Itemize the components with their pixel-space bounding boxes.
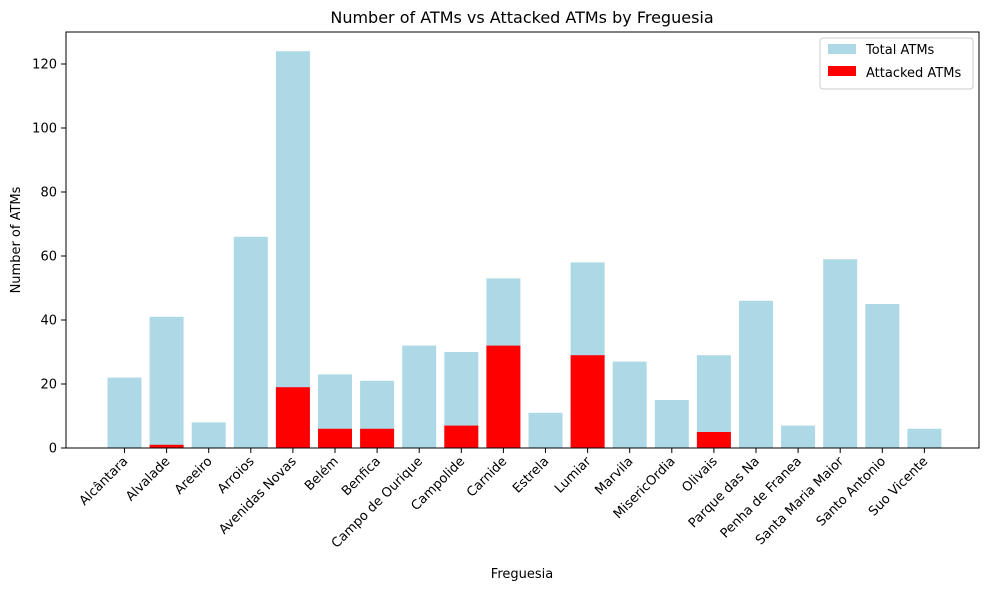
legend-swatch-total-atms [828, 44, 856, 54]
bar-total-atms-santa-maria-maior [823, 259, 858, 448]
bar-attacked-atms-campolide [444, 425, 479, 448]
y-tick-label: 120 [32, 58, 57, 73]
x-tick-label-lumiar: Lumiar [552, 454, 595, 497]
x-tick-label-estrela: Estrela [510, 454, 552, 496]
series-attacked-atms [149, 345, 731, 448]
y-tick-label: 0 [49, 442, 57, 457]
legend-label-total-atms: Total ATMs [865, 43, 935, 58]
x-axis-label: Freguesia [491, 567, 553, 582]
chart-title: Number of ATMs vs Attacked ATMs by Fregu… [330, 8, 713, 27]
bar-attacked-atms-avenidas-novas [275, 387, 310, 448]
x-tick-label-alvalade: Alvalade [123, 454, 173, 504]
bar-attacked-atms-benfica [360, 428, 395, 448]
x-tick-label-areeiro: Areeiro [172, 454, 216, 498]
bar-total-atms-misericordia [654, 400, 689, 448]
x-tick-label-olivais: Olivais [679, 454, 721, 496]
legend: Total ATMs Attacked ATMs [819, 37, 974, 90]
bar-total-atms-marvila [612, 361, 647, 448]
y-tick-label: 80 [40, 186, 57, 201]
bar-attacked-atms-belem [318, 428, 352, 448]
bar-total-atms-estrela [528, 412, 563, 448]
x-tick-label-alcantara: Alcântara [77, 454, 132, 509]
legend-swatch-attacked-atms [828, 66, 856, 76]
plot-frame [65, 31, 980, 449]
x-tick-label-arroios: Arroios [215, 454, 258, 497]
y-tick-label: 100 [32, 122, 57, 137]
bar-total-atms-arroios [233, 236, 268, 448]
bar-total-atms-penha-de-franea [781, 425, 816, 448]
bar-total-atms-suo-vicente [907, 428, 942, 448]
bar-attacked-atms-lumiar [570, 355, 605, 448]
legend-box [819, 37, 974, 90]
bar-total-atms-avenidas-novas [275, 51, 310, 448]
x-tick-label-carnide: Carnide [464, 454, 510, 500]
bar-total-atms-alcantara [107, 377, 142, 448]
y-tick-label: 60 [40, 250, 57, 265]
y-axis-label: Number of ATMs [9, 186, 24, 293]
bar-total-atms-parque-das-na [739, 300, 773, 448]
x-tick-label-belem: Belém [302, 454, 342, 494]
series-total-atms [107, 51, 942, 448]
bar-total-atms-areeiro [191, 422, 226, 448]
x-tick-label-avenidas-novas: Avenidas Novas [216, 454, 300, 538]
bar-attacked-atms-olivais [696, 432, 731, 448]
y-axis: 0 20 40 60 80 100 120 [32, 58, 66, 457]
legend-label-attacked-atms: Attacked ATMs [866, 66, 961, 81]
bar-attacked-atms-alvalade [149, 444, 184, 448]
bar-total-atms-santo-antonio [865, 304, 900, 448]
bar-attacked-atms-carnide [486, 345, 521, 448]
bar-total-atms-alvalade [149, 316, 184, 448]
y-tick-label: 40 [40, 314, 57, 329]
y-tick-label: 20 [40, 378, 57, 393]
bar-total-atms-campo-de-ourique [402, 345, 437, 448]
